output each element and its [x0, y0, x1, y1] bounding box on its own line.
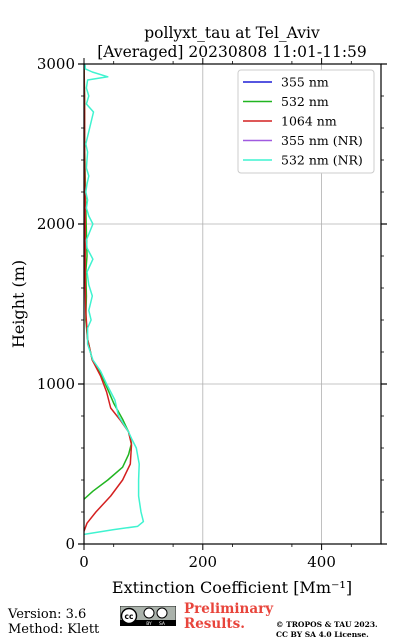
preliminary-line1: Preliminary — [184, 601, 274, 617]
legend-label-2: 1064 nm — [281, 114, 337, 129]
series-line-1 — [84, 64, 133, 500]
series-line-4 — [84, 64, 145, 536]
y-tick-label: 1000 — [37, 375, 75, 393]
legend-label-0: 355 nm — [281, 75, 329, 90]
x-axis-label: Extinction Coefficient [Mm⁻¹] — [112, 578, 352, 597]
cc-icon — [120, 607, 138, 625]
legend-items: 355 nm 532 nm 1064 nm 355 nm (NR) 532 nm (NR… — [243, 75, 363, 168]
legend-label-1: 532 nm — [281, 94, 329, 109]
legend-label-3: 355 nm (NR) — [281, 133, 363, 148]
legend: 355 nm 532 nm 1064 nm 355 nm (NR) 532 nm (NR… — [237, 69, 375, 174]
chart-title-line2: [Averaged] 20230808 11:01-11:59 — [97, 43, 367, 61]
y-tick-label: 2000 — [37, 215, 75, 233]
badge-by-text: BY — [146, 621, 152, 626]
ticks — [78, 58, 387, 550]
x-tick-label: 400 — [307, 553, 336, 571]
tick-labels: 0 200 400 0 1000 2000 3000 — [37, 55, 336, 571]
svg-text:cc: cc — [125, 612, 134, 621]
copyright-notice: © TROPOS & TAU 2023. CC BY SA 4.0 Licens… — [276, 620, 378, 640]
series-line-2 — [84, 64, 133, 532]
copyright-line2: CC BY SA 4.0 License. — [276, 630, 369, 639]
x-tick-label: 0 — [79, 553, 89, 571]
chart: pollyxt_tau at Tel_Aviv [Averaged] 20230… — [9, 24, 387, 597]
legend-box — [237, 69, 375, 174]
preliminary-notice: Preliminary Results. — [184, 602, 273, 632]
x-tick-label: 200 — [188, 553, 217, 571]
method-text: Method: Klett — [8, 622, 100, 637]
series-layer — [84, 64, 145, 536]
badge-sa-text: SA — [159, 621, 166, 626]
cc-license-badge: cc BY SA — [120, 606, 176, 626]
sa-icon — [156, 607, 168, 619]
y-tick-label: 0 — [65, 535, 75, 553]
by-icon — [143, 607, 155, 619]
preliminary-line2: Results. — [184, 616, 245, 632]
copyright-line1: © TROPOS & TAU 2023. — [276, 620, 378, 629]
legend-label-4: 532 nm (NR) — [281, 153, 363, 168]
version-text: Version: 3.6 — [8, 607, 87, 622]
chart-title-line1: pollyxt_tau at Tel_Aviv — [144, 24, 320, 42]
y-tick-label: 3000 — [37, 55, 75, 73]
y-axis-label: Height (m) — [9, 260, 28, 348]
